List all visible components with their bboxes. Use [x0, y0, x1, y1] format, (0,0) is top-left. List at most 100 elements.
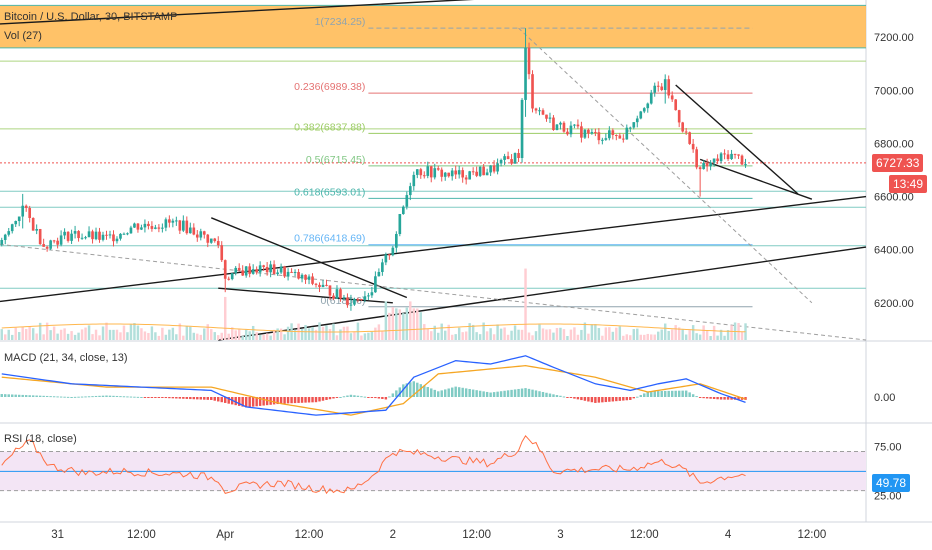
candle-body	[705, 162, 709, 167]
volume-bar	[730, 325, 733, 340]
macd-histogram-bar	[611, 397, 615, 402]
macd-histogram-bar	[31, 395, 35, 397]
candle-body	[614, 135, 618, 137]
candle-body	[101, 234, 105, 240]
volume-bar	[566, 335, 569, 340]
volume-bar	[681, 329, 684, 340]
price-tick-label: 7000.00	[874, 85, 914, 97]
volume-bar	[24, 329, 28, 340]
macd-histogram-bar	[199, 397, 203, 400]
candle-body	[237, 267, 241, 271]
volume-bar	[513, 325, 517, 340]
volume-bar	[286, 326, 290, 340]
macd-histogram-bar	[56, 396, 59, 398]
macd-histogram-bar	[279, 397, 283, 404]
macd-histogram-bar	[122, 396, 126, 398]
candle-body	[328, 285, 332, 296]
candle-body	[66, 231, 70, 241]
volume-bar	[258, 334, 262, 340]
volume-bar	[227, 333, 230, 340]
macd-histogram-bar	[119, 396, 122, 398]
volume-bar	[84, 327, 87, 340]
macd-histogram-bar	[349, 394, 353, 397]
macd-histogram-bar	[370, 397, 374, 398]
macd-histogram-bar	[527, 388, 531, 397]
candle-body	[541, 110, 545, 115]
candle-body	[674, 99, 678, 111]
candle-body	[576, 124, 580, 127]
candle-body	[534, 108, 538, 111]
candle-body	[154, 227, 157, 229]
volume-bar	[559, 327, 562, 340]
candle-body	[202, 231, 206, 235]
candle-body	[59, 235, 63, 245]
volume-bar	[38, 322, 42, 340]
candle-body	[443, 172, 447, 177]
volume-bar	[510, 330, 513, 340]
candle-body	[297, 271, 300, 279]
macd-histogram-bar	[217, 397, 220, 402]
macd-histogram-bar	[667, 390, 670, 397]
price-tick-label: 6800.00	[874, 138, 914, 150]
volume-bar	[7, 329, 10, 340]
price-tick-label: 6200.00	[874, 298, 914, 310]
macd-histogram-bar	[189, 397, 192, 400]
symbol-title: Bitcoin / U.S. Dollar, 30, BITSTAMP	[4, 11, 178, 23]
volume-bar	[70, 331, 73, 340]
macd-histogram-bar	[91, 396, 94, 398]
candle-body	[112, 234, 115, 242]
macd-histogram-bar	[171, 397, 175, 399]
macd-histogram-bar	[632, 397, 636, 399]
candle-body	[422, 175, 426, 177]
macd-histogram-bar	[24, 395, 28, 397]
volume-bar	[590, 324, 594, 340]
volume-bar	[573, 327, 576, 340]
candle-body	[723, 153, 726, 155]
time-tick-label: 12:00	[295, 529, 324, 541]
macd-histogram-bar	[555, 395, 559, 397]
volume-bar	[496, 324, 499, 340]
macd-histogram-bar	[608, 397, 611, 402]
time-tick-label: 2	[390, 529, 396, 541]
candle-body	[670, 95, 674, 100]
macd-histogram-bar	[147, 397, 150, 398]
volume-bar	[576, 334, 580, 340]
macd-histogram-bar	[416, 382, 419, 397]
time-tick-label: 12:00	[462, 529, 491, 541]
wedge-lower	[218, 287, 393, 304]
macd-histogram-bar	[489, 392, 492, 397]
macd-histogram-bar	[580, 397, 583, 401]
macd-histogram-bar	[496, 391, 499, 397]
candle-body	[286, 271, 290, 277]
volume-ma-line	[1, 323, 746, 333]
macd-histogram-bar	[262, 397, 265, 406]
volume-bar	[601, 335, 604, 340]
candle-body	[548, 117, 552, 119]
candle-body	[520, 99, 524, 158]
macd-histogram-bar	[381, 397, 384, 400]
macd-histogram-bar	[559, 395, 562, 397]
candle-body	[401, 206, 405, 215]
macd-histogram-bar	[126, 396, 129, 398]
resistance-zone	[0, 5, 866, 48]
macd-histogram-bar	[398, 387, 402, 397]
candle-body	[213, 238, 217, 242]
macd-histogram-bar	[203, 397, 206, 400]
volume-bar	[594, 324, 597, 340]
volume-bar	[527, 332, 531, 340]
volume-bar	[443, 330, 447, 340]
candle-body	[185, 220, 189, 234]
volume-bar	[21, 326, 24, 340]
volume-bar	[73, 334, 77, 340]
volume-bar	[625, 334, 629, 340]
macd-histogram-bar	[391, 393, 395, 397]
macd-histogram-bar	[206, 397, 209, 400]
macd-histogram-bar	[513, 389, 517, 397]
candle-body	[133, 223, 136, 228]
candle-body	[688, 132, 691, 144]
volume-bar	[150, 326, 154, 340]
volume-bar	[91, 334, 94, 340]
macd-histogram-bar	[14, 394, 17, 397]
volume-bar	[220, 332, 223, 340]
